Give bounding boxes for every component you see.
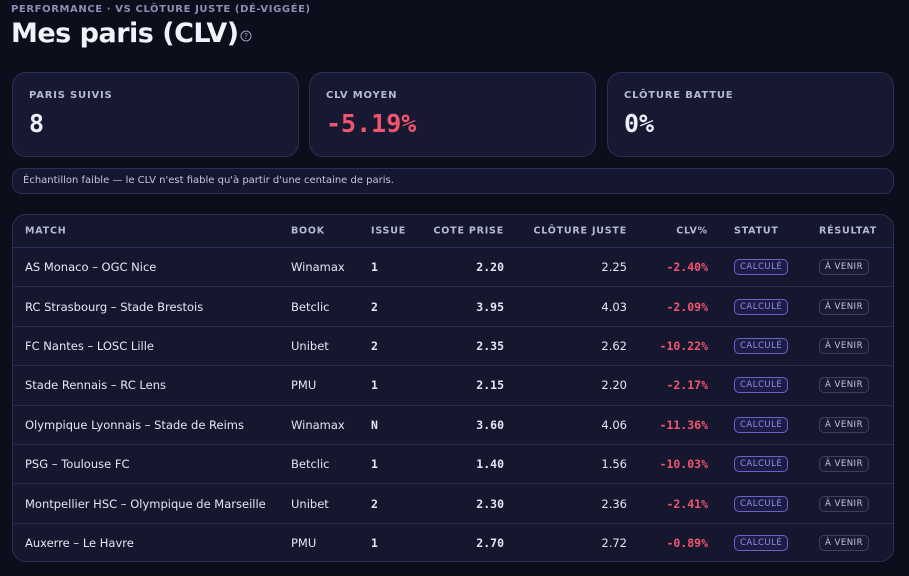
table-row[interactable]: FC Nantes – LOSC Lille Unibet 2 2.35 2.62 -10… xyxy=(13,327,893,367)
odds-taken: 3.95 xyxy=(476,299,504,314)
clv-percent: -2.40% xyxy=(666,260,708,275)
help-icon[interactable]: ? xyxy=(240,30,252,42)
result-badge: À VENIR xyxy=(819,495,869,512)
result-badge: À VENIR xyxy=(819,259,869,276)
column-header: MATCH xyxy=(25,225,67,237)
stat-value: 0% xyxy=(624,109,655,138)
match-name: Auxerre – Le Havre xyxy=(25,536,134,551)
bookmaker: PMU xyxy=(291,378,317,393)
issue: 1 xyxy=(371,536,378,551)
odds-taken: 2.20 xyxy=(476,260,504,275)
column-header: CLV% xyxy=(676,225,708,237)
bookmaker: PMU xyxy=(291,536,317,551)
fair-close: 2.25 xyxy=(601,260,627,275)
svg-text:?: ? xyxy=(244,32,248,41)
result-badge: À VENIR xyxy=(819,377,869,394)
table-row[interactable]: Stade Rennais – RC Lens PMU 1 2.15 2.20 -2.17… xyxy=(13,366,893,406)
bookmaker: Unibet xyxy=(291,496,329,511)
match-name: RC Strasbourg – Stade Brestois xyxy=(25,299,204,314)
clv-percent: -10.22% xyxy=(659,338,708,353)
table-row[interactable]: Auxerre – Le Havre PMU 1 2.70 2.72 -0.89% CALC… xyxy=(13,524,893,561)
result-badge: À VENIR xyxy=(819,535,869,552)
fair-close: 2.62 xyxy=(601,338,627,353)
odds-taken: 2.30 xyxy=(476,496,504,511)
odds-taken: 1.40 xyxy=(476,457,504,472)
eyebrow: PERFORMANCE · VS CLÔTURE JUSTE (DÉ-VIGGÉ… xyxy=(11,4,311,15)
odds-taken: 2.35 xyxy=(476,338,504,353)
status-badge: CALCULÉ xyxy=(734,416,789,433)
column-header: RÉSULTAT xyxy=(819,225,878,237)
notice: Échantillon faible — le CLV n'est fiable… xyxy=(12,168,894,194)
odds-taken: 2.70 xyxy=(476,536,504,551)
status-badge: CALCULÉ xyxy=(734,337,789,354)
table-row[interactable]: PSG – Toulouse FC Betclic 1 1.40 1.56 -10.03%… xyxy=(13,445,893,485)
column-header: ISSUE xyxy=(371,225,406,237)
issue: 1 xyxy=(371,378,378,393)
stat-value: -5.19% xyxy=(326,109,417,138)
stat-card: PARIS SUIVIS 8 xyxy=(12,72,299,157)
column-header: COTE PRISE xyxy=(433,225,504,237)
stat-card: CLÔTURE BATTUE 0% xyxy=(607,72,894,157)
fair-close: 4.06 xyxy=(601,417,627,432)
bookmaker: Winamax xyxy=(291,417,345,432)
column-header: STATUT xyxy=(734,225,779,237)
status-badge: CALCULÉ xyxy=(734,495,789,512)
fair-close: 2.72 xyxy=(601,536,627,551)
bookmaker: Unibet xyxy=(291,338,329,353)
match-name: PSG – Toulouse FC xyxy=(25,457,130,472)
match-name: FC Nantes – LOSC Lille xyxy=(25,338,154,353)
issue: 2 xyxy=(371,299,378,314)
match-name: Stade Rennais – RC Lens xyxy=(25,378,166,393)
result-badge: À VENIR xyxy=(819,456,869,473)
bookmaker: Winamax xyxy=(291,260,345,275)
stat-value: 8 xyxy=(29,109,45,138)
clv-percent: -11.36% xyxy=(659,417,708,432)
clv-percent: -2.41% xyxy=(666,496,708,511)
clv-percent: -0.89% xyxy=(666,536,708,551)
table-row[interactable]: Montpellier HSC – Olympique de Marseille… xyxy=(13,484,893,524)
issue: 2 xyxy=(371,496,378,511)
bookmaker: Betclic xyxy=(291,457,330,472)
stat-label: CLÔTURE BATTUE xyxy=(624,90,734,101)
stat-label: CLV MOYEN xyxy=(326,90,398,101)
status-badge: CALCULÉ xyxy=(734,535,789,552)
fair-close: 2.36 xyxy=(601,496,627,511)
fair-close: 2.20 xyxy=(601,378,627,393)
table-row[interactable]: Olympique Lyonnais – Stade de Reims Winam… xyxy=(13,406,893,445)
column-header: CLÔTURE JUSTE xyxy=(533,225,627,237)
stat-card: CLV MOYEN -5.19% xyxy=(309,72,596,157)
bets-table: MATCH BOOK ISSUE COTE PRISE CLÔTURE JUSTE CLV… xyxy=(12,214,894,562)
clv-percent: -2.09% xyxy=(666,299,708,314)
stat-label: PARIS SUIVIS xyxy=(29,90,113,101)
issue: N xyxy=(371,417,378,432)
odds-taken: 3.60 xyxy=(476,417,504,432)
result-badge: À VENIR xyxy=(819,298,869,315)
fair-close: 4.03 xyxy=(601,299,627,314)
clv-percent: -10.03% xyxy=(659,457,708,472)
bookmaker: Betclic xyxy=(291,299,330,314)
table-row[interactable]: RC Strasbourg – Stade Brestois Betclic 2 3.… xyxy=(13,287,893,327)
match-name: Olympique Lyonnais – Stade de Reims xyxy=(25,417,244,432)
issue: 1 xyxy=(371,457,378,472)
table-header: MATCH BOOK ISSUE COTE PRISE CLÔTURE JUSTE CLV… xyxy=(13,215,893,248)
status-badge: CALCULÉ xyxy=(734,377,789,394)
result-badge: À VENIR xyxy=(819,416,869,433)
issue: 2 xyxy=(371,338,378,353)
page-title: Mes paris (CLV) xyxy=(11,18,239,49)
result-badge: À VENIR xyxy=(819,337,869,354)
column-header: BOOK xyxy=(291,225,325,237)
clv-percent: -2.17% xyxy=(666,378,708,393)
issue: 1 xyxy=(371,260,378,275)
table-row[interactable]: AS Monaco – OGC Nice Winamax 1 2.20 2.25 -2.4… xyxy=(13,248,893,288)
match-name: AS Monaco – OGC Nice xyxy=(25,260,157,275)
fair-close: 1.56 xyxy=(601,457,627,472)
status-badge: CALCULÉ xyxy=(734,456,789,473)
status-badge: CALCULÉ xyxy=(734,259,789,276)
odds-taken: 2.15 xyxy=(476,378,504,393)
status-badge: CALCULÉ xyxy=(734,298,789,315)
match-name: Montpellier HSC – Olympique de Marseille xyxy=(25,496,266,511)
